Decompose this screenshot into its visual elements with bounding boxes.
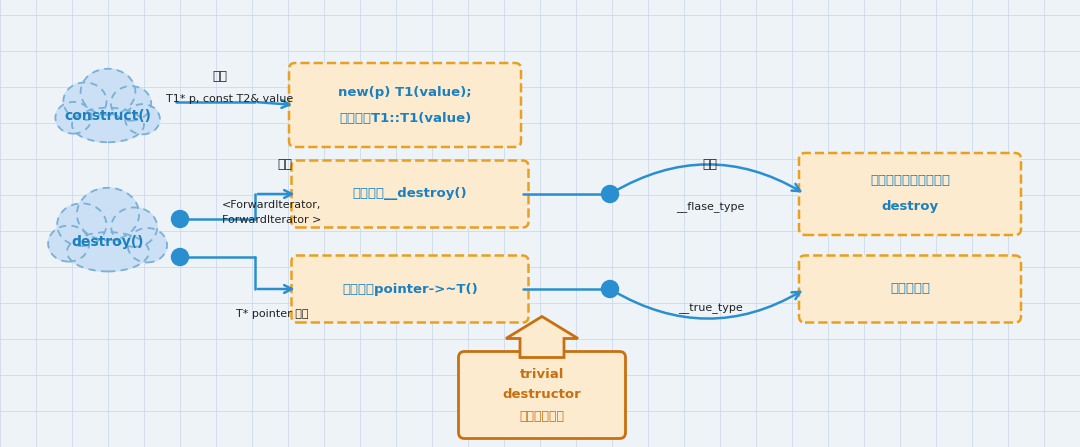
Text: T1* p, const T2& value: T1* p, const T2& value [166,94,294,104]
FancyBboxPatch shape [459,351,625,439]
Text: trivial: trivial [519,368,564,381]
Ellipse shape [111,86,151,121]
Ellipse shape [67,232,149,271]
Text: T* pointer 特化: T* pointer 特化 [235,309,308,319]
Polygon shape [507,316,578,358]
Text: destructor: destructor [502,388,581,401]
FancyBboxPatch shape [292,160,528,228]
Ellipse shape [125,104,160,134]
Text: new(p) T1(value);: new(p) T1(value); [338,87,472,100]
Circle shape [602,281,619,298]
Ellipse shape [55,102,92,134]
Text: __flase_type: __flase_type [676,202,744,212]
Text: 泛化: 泛化 [213,71,228,84]
Text: 什么也不做: 什么也不做 [890,283,930,295]
Text: 特化: 特化 [702,159,717,172]
Text: 泛化: 泛化 [278,159,293,172]
Text: <ForwardIterator,: <ForwardIterator, [222,200,322,210]
Ellipse shape [64,83,107,120]
FancyBboxPatch shape [289,63,521,147]
Ellipse shape [72,108,144,142]
Circle shape [172,211,189,228]
FancyBboxPatch shape [799,153,1021,235]
Text: ForwardIterator >: ForwardIterator > [222,215,322,225]
Ellipse shape [77,188,139,240]
Ellipse shape [127,228,167,262]
Ellipse shape [111,207,158,247]
Text: destroy(): destroy() [71,235,145,249]
Circle shape [172,249,189,266]
Text: 实际调用T1::T1(value): 实际调用T1::T1(value) [339,113,471,126]
Text: 不重要的析构: 不重要的析构 [519,410,565,423]
Text: __true_type: __true_type [677,304,742,314]
FancyBboxPatch shape [292,256,528,322]
Ellipse shape [57,203,106,246]
Text: 实际调用__destroy(): 实际调用__destroy() [353,187,468,201]
Ellipse shape [81,69,135,115]
Text: construct(): construct() [65,109,151,123]
Text: destroy: destroy [881,201,939,214]
FancyBboxPatch shape [799,256,1021,322]
Circle shape [602,186,619,202]
Text: 循环调用每一个对象的: 循环调用每一个对象的 [870,174,950,187]
Ellipse shape [49,226,90,261]
Text: 实际调用pointer->~T(): 实际调用pointer->~T() [342,283,477,295]
